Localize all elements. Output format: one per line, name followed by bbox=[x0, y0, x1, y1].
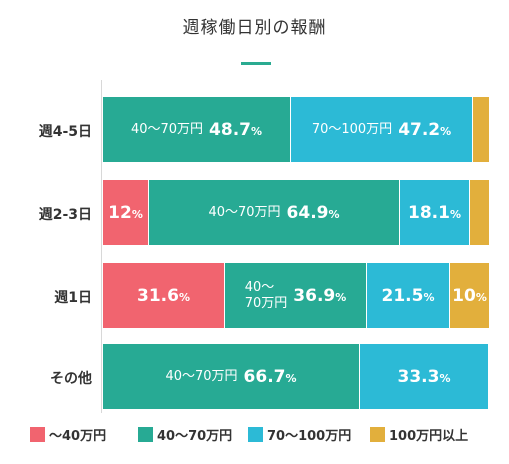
data-label-value: 31.6 bbox=[137, 285, 179, 306]
data-label-value: 18.1 bbox=[408, 202, 450, 223]
bar-segment: 40〜 70万円 36.9% bbox=[225, 263, 367, 328]
legend-swatch bbox=[248, 427, 263, 442]
bar-segment: 70〜100万円 47.2% bbox=[291, 97, 473, 162]
segment-category-label: 40〜70万円 bbox=[130, 121, 204, 137]
legend-label: 70〜100万円 bbox=[267, 429, 352, 444]
bar-segment: 12% bbox=[103, 180, 149, 245]
segment-category-label: 40〜70万円 bbox=[165, 368, 238, 384]
bar-segment: 40〜70万円 48.7% bbox=[103, 97, 291, 162]
title-underline bbox=[241, 62, 271, 65]
bar-segment: 31.6% bbox=[103, 263, 225, 328]
data-label: 66.7% bbox=[244, 367, 297, 387]
data-label-unit: % bbox=[439, 371, 451, 385]
data-label: 47.2% bbox=[398, 120, 451, 140]
data-label-unit: % bbox=[440, 124, 452, 138]
data-label: 18.1% bbox=[408, 203, 461, 223]
legend-swatch bbox=[138, 427, 153, 442]
data-label-unit: % bbox=[449, 207, 461, 221]
bar-segment: 33.3% bbox=[360, 344, 489, 409]
data-label: 12% bbox=[108, 203, 143, 223]
data-label-unit: % bbox=[285, 371, 297, 385]
data-label-unit: % bbox=[328, 207, 340, 221]
data-label: 10% bbox=[452, 286, 487, 306]
legend-item: 40〜70万円 bbox=[138, 425, 232, 444]
bar-row: 40〜70万円 66.7% 33.3% bbox=[103, 344, 489, 409]
bar-segment: 10% bbox=[450, 263, 489, 328]
data-label-unit: % bbox=[335, 290, 347, 304]
legend-item: 100万円以上 bbox=[370, 425, 468, 444]
data-label-value: 10 bbox=[452, 285, 476, 306]
category-label: 週4-5日 bbox=[38, 123, 92, 140]
data-label-unit: % bbox=[178, 290, 190, 304]
legend-item: 〜40万円 bbox=[30, 425, 106, 444]
data-label-value: 64.9 bbox=[286, 202, 329, 223]
data-label: 21.5% bbox=[382, 286, 435, 306]
data-label: 33.3% bbox=[398, 367, 451, 387]
legend-label: 100万円以上 bbox=[389, 429, 469, 444]
bar-segment: 40〜70万円 66.7% bbox=[103, 344, 360, 409]
legend-item: 70〜100万円 bbox=[248, 425, 351, 444]
bar-row: 40〜70万円 48.7% 70〜100万円 47.2% bbox=[103, 97, 489, 162]
segment-category-label: 40〜70万円 bbox=[208, 204, 281, 220]
chart-title: 週稼働日別の報酬 bbox=[182, 18, 327, 38]
bar-segment: 40〜70万円 64.9% bbox=[149, 180, 400, 245]
data-label-value: 12 bbox=[108, 202, 132, 223]
legend-label: 40〜70万円 bbox=[157, 429, 233, 444]
data-label: 31.6% bbox=[137, 286, 190, 306]
data-label-unit: % bbox=[131, 207, 143, 221]
category-label: 週2-3日 bbox=[38, 206, 92, 223]
bar-segment bbox=[470, 180, 489, 245]
data-label-value: 33.3 bbox=[397, 366, 440, 387]
data-label-value: 47.2 bbox=[398, 119, 441, 140]
data-label-unit: % bbox=[251, 124, 263, 138]
bar-row: 12% 40〜70万円 64.9% 18.1% bbox=[103, 180, 489, 245]
data-label-unit: % bbox=[423, 290, 435, 304]
bar-segment: 21.5% bbox=[367, 263, 450, 328]
data-label-value: 48.7 bbox=[209, 119, 251, 140]
segment-category-label: 70〜100万円 bbox=[311, 121, 393, 137]
bar-row: 31.6% 40〜 70万円 36.9% 21.5% 10% bbox=[103, 263, 489, 328]
legend-swatch bbox=[370, 427, 385, 442]
data-label-value: 21.5 bbox=[381, 285, 424, 306]
category-label: 週1日 bbox=[54, 289, 92, 306]
legend-label: 〜40万円 bbox=[49, 429, 107, 444]
category-label: その他 bbox=[50, 370, 92, 387]
data-label: 36.9% bbox=[293, 286, 346, 306]
data-label: 64.9% bbox=[287, 203, 340, 223]
legend-swatch bbox=[30, 427, 45, 442]
segment-category-label: 40〜 70万円 bbox=[244, 279, 288, 311]
data-label-unit: % bbox=[475, 290, 487, 304]
category-axis-line bbox=[101, 80, 102, 413]
data-label: 48.7% bbox=[209, 120, 262, 140]
data-label-value: 66.7 bbox=[243, 366, 286, 387]
bar-segment: 18.1% bbox=[400, 180, 470, 245]
bar-segment bbox=[473, 97, 489, 162]
data-label-value: 36.9 bbox=[293, 285, 336, 306]
